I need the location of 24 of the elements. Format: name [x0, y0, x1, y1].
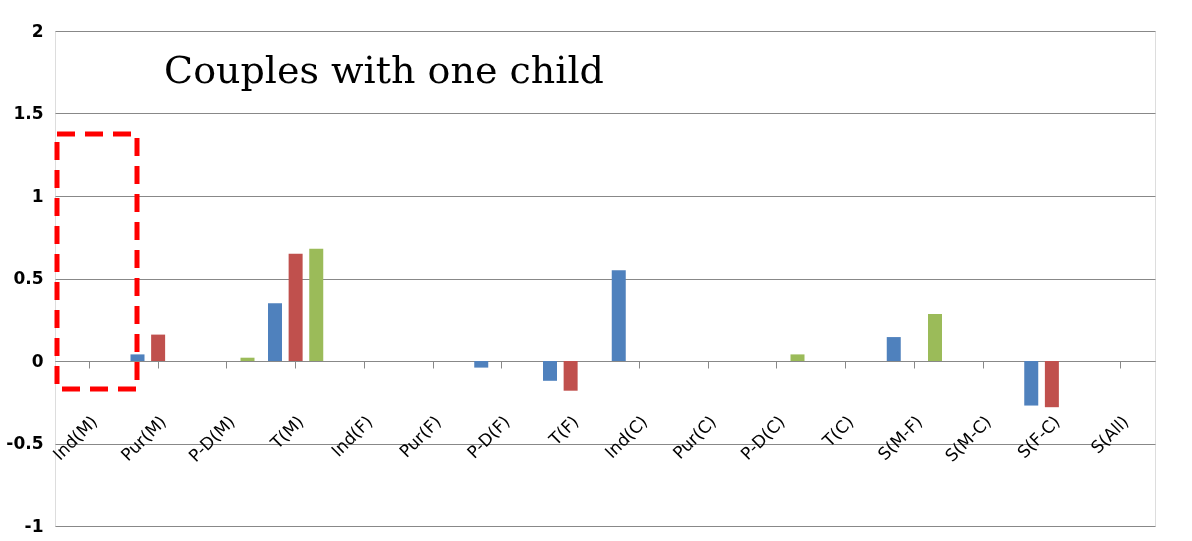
- bar: [288, 253, 303, 361]
- y-tick-label: 0.5: [13, 268, 44, 288]
- y-tick-label: -0.5: [6, 433, 44, 453]
- y-tick-label: 0: [31, 350, 44, 371]
- bar: [886, 337, 901, 361]
- bar: [130, 354, 145, 361]
- y-tick-label: -1: [24, 515, 44, 536]
- bar: [474, 361, 489, 368]
- bar: [1024, 361, 1039, 406]
- bar: [543, 361, 557, 381]
- bar: [309, 248, 324, 361]
- y-tick-label: 1.5: [13, 103, 44, 123]
- bar: [928, 313, 942, 361]
- bar: [790, 354, 805, 361]
- x-tick-label: T(F): [544, 411, 583, 450]
- bar: [1044, 361, 1059, 408]
- bar: [611, 270, 626, 361]
- y-tick-label: 2: [31, 20, 44, 41]
- y-tick-label: 1: [31, 185, 44, 206]
- bar: [151, 334, 166, 361]
- bar: [240, 357, 255, 361]
- bar: [563, 361, 578, 391]
- bar: [268, 303, 282, 361]
- text: Couples with one child: [164, 48, 604, 92]
